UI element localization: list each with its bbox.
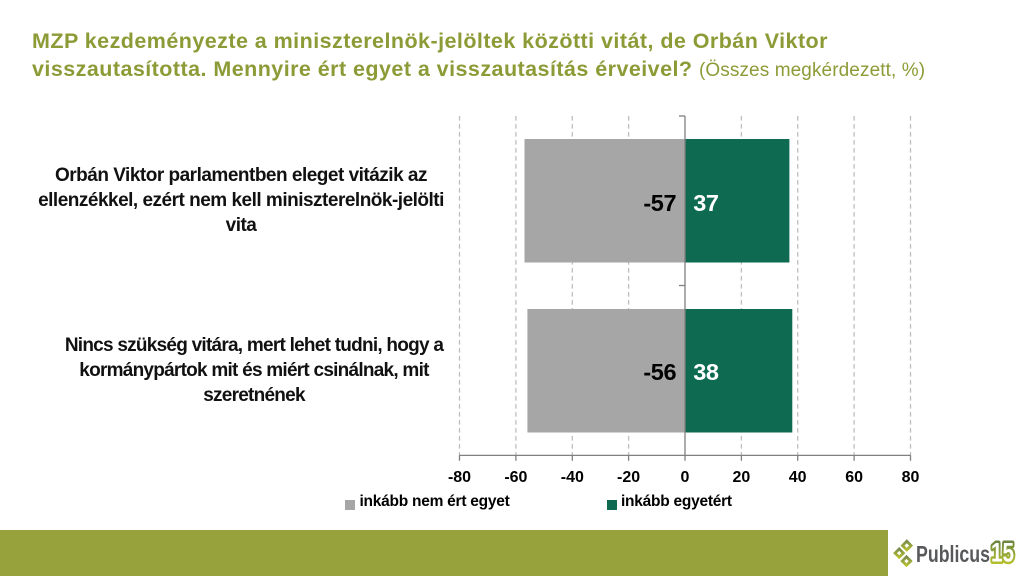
svg-text:Publicus: Publicus bbox=[916, 541, 990, 567]
svg-text:15: 15 bbox=[991, 537, 1014, 567]
